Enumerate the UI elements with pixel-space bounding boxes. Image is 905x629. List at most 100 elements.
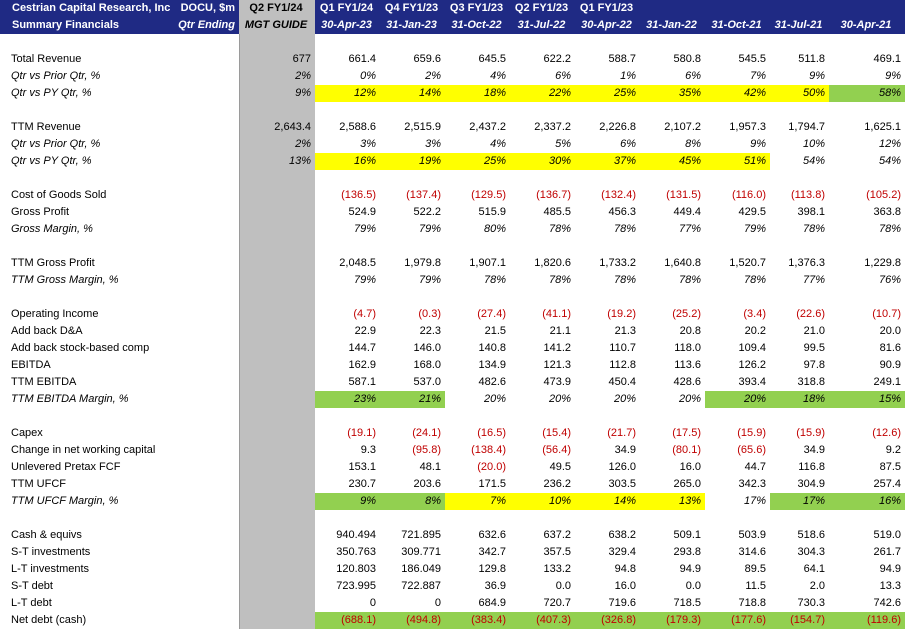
guide-cell: [239, 578, 315, 595]
col-date-6: 31-Jan-22: [640, 17, 705, 34]
table-row: TTM Revenue 2,643.4 2,588.6 2,515.9 2,437.2 2…: [0, 119, 905, 136]
empty-cell: [445, 102, 510, 119]
value-cell: (24.1): [412, 427, 441, 439]
value-cell: 1,820.6: [534, 257, 571, 269]
table-row: Qtr vs Prior Qtr, % 2% 3% 3% 4% 5% 6% 8% 9% 10% 12…: [0, 136, 905, 153]
value-cell: 515.9: [478, 206, 506, 218]
value-cell: 78%: [878, 223, 901, 235]
value-cell: 0: [369, 597, 376, 609]
value-cell: 511.8: [798, 53, 825, 65]
value-cell: 94.8: [614, 563, 636, 575]
value-cell: 186.049: [401, 563, 441, 575]
empty-cell: [380, 238, 445, 255]
value-cell: (137.4): [406, 189, 441, 201]
empty-cell: [315, 238, 380, 255]
value-cell: 18%: [445, 85, 510, 102]
value-cell: 21.1: [549, 325, 571, 337]
value-cell: 118.0: [674, 342, 701, 354]
row-label: Change in net working capital: [11, 444, 156, 456]
value-cell: 9%: [315, 493, 380, 510]
empty-cell: [770, 238, 829, 255]
empty-cell: [380, 289, 445, 306]
empty-cell: [170, 340, 240, 357]
value-cell: (19.1): [347, 427, 376, 439]
empty-cell: [0, 510, 170, 527]
guide-cell: 2%: [239, 136, 315, 153]
value-cell: 545.5: [738, 53, 766, 65]
value-cell: 524.9: [348, 206, 376, 218]
empty-cell: [170, 561, 240, 578]
value-cell: 97.8: [803, 359, 825, 371]
empty-cell: [380, 408, 445, 425]
empty-cell: [770, 289, 829, 306]
row-label: Cash & equivs: [11, 529, 82, 541]
value-cell: 659.6: [413, 53, 441, 65]
table-row: Operating Income (4.7) (0.3) (27.4) (41.1) (1…: [0, 306, 905, 323]
empty-cell: [170, 374, 240, 391]
value-cell: (116.0): [731, 189, 766, 201]
value-cell: 16%: [829, 493, 905, 510]
spacer-row: [0, 170, 905, 187]
value-cell: 21.5: [484, 325, 506, 337]
value-cell: (129.5): [471, 189, 506, 201]
sheet-subtitle: Summary Financials: [0, 17, 170, 34]
empty-cell: [170, 493, 240, 510]
value-cell: 14%: [575, 493, 640, 510]
value-cell: 6%: [620, 138, 636, 150]
empty-cell: [170, 221, 240, 238]
empty-cell: [239, 510, 315, 527]
table-row: L-T investments 120.803 186.049 129.8 133.2 9…: [0, 561, 905, 578]
value-cell: 94.9: [879, 563, 901, 575]
empty-cell: [575, 170, 640, 187]
value-cell: 309.771: [401, 546, 441, 558]
value-cell: 9%: [809, 70, 825, 82]
value-cell: 519.0: [873, 529, 901, 541]
guide-cell: [239, 272, 315, 289]
value-cell: 133.2: [543, 563, 571, 575]
empty-cell: [315, 170, 380, 187]
value-cell: 34.9: [614, 444, 636, 456]
value-cell: 329.4: [608, 546, 636, 558]
value-cell: 265.0: [673, 478, 701, 490]
empty-cell: [239, 238, 315, 255]
table-row: Change in net working capital 9.3 (95.8) (1…: [0, 442, 905, 459]
table-row: Gross Margin, % 79% 79% 80% 78% 78% 77% 79% 78% 7…: [0, 221, 905, 238]
value-cell: 78%: [483, 274, 506, 286]
empty-cell: [170, 476, 240, 493]
value-cell: 78%: [548, 223, 571, 235]
value-cell: (10.7): [872, 308, 901, 320]
value-cell: 721.895: [401, 529, 441, 541]
guide-cell: 9%: [239, 85, 315, 102]
col-date-3: 31-Oct-22: [445, 17, 510, 34]
col-date-4: 31-Jul-22: [510, 17, 575, 34]
row-label: Add back D&A: [11, 325, 83, 337]
row-label: Total Revenue: [11, 53, 82, 65]
value-cell: 126.0: [608, 461, 636, 473]
value-cell: 81.6: [879, 342, 901, 354]
guide-cell: [239, 323, 315, 340]
value-cell: 20%: [678, 393, 701, 405]
row-label: Unlevered Pretax FCF: [11, 461, 121, 473]
table-row: Unlevered Pretax FCF 153.1 48.1 (20.0) 49.5 1…: [0, 459, 905, 476]
value-cell: 236.2: [543, 478, 571, 490]
value-cell: (132.4): [601, 189, 636, 201]
value-cell: (15.9): [796, 427, 825, 439]
table-row: TTM EBITDA Margin, % 23% 21% 20% 20% 20% 20% 20…: [0, 391, 905, 408]
value-cell: 20.2: [744, 325, 766, 337]
value-cell: 450.4: [608, 376, 636, 388]
row-label: L-T debt: [11, 597, 52, 609]
value-cell: 293.8: [673, 546, 701, 558]
value-cell: 25%: [445, 153, 510, 170]
empty-cell: [239, 102, 315, 119]
empty-cell: [705, 34, 770, 51]
col-date-7: 31-Oct-21: [705, 17, 770, 34]
spacer-row: [0, 102, 905, 119]
empty-cell: [510, 34, 575, 51]
empty-cell: [640, 408, 705, 425]
value-cell: 17%: [743, 495, 766, 507]
value-cell: 3%: [425, 138, 441, 150]
table-row: TTM Gross Margin, % 79% 79% 78% 78% 78% 78% 78%…: [0, 272, 905, 289]
empty-cell: [170, 408, 240, 425]
value-cell: 54%: [802, 155, 825, 167]
empty-cell: [239, 289, 315, 306]
